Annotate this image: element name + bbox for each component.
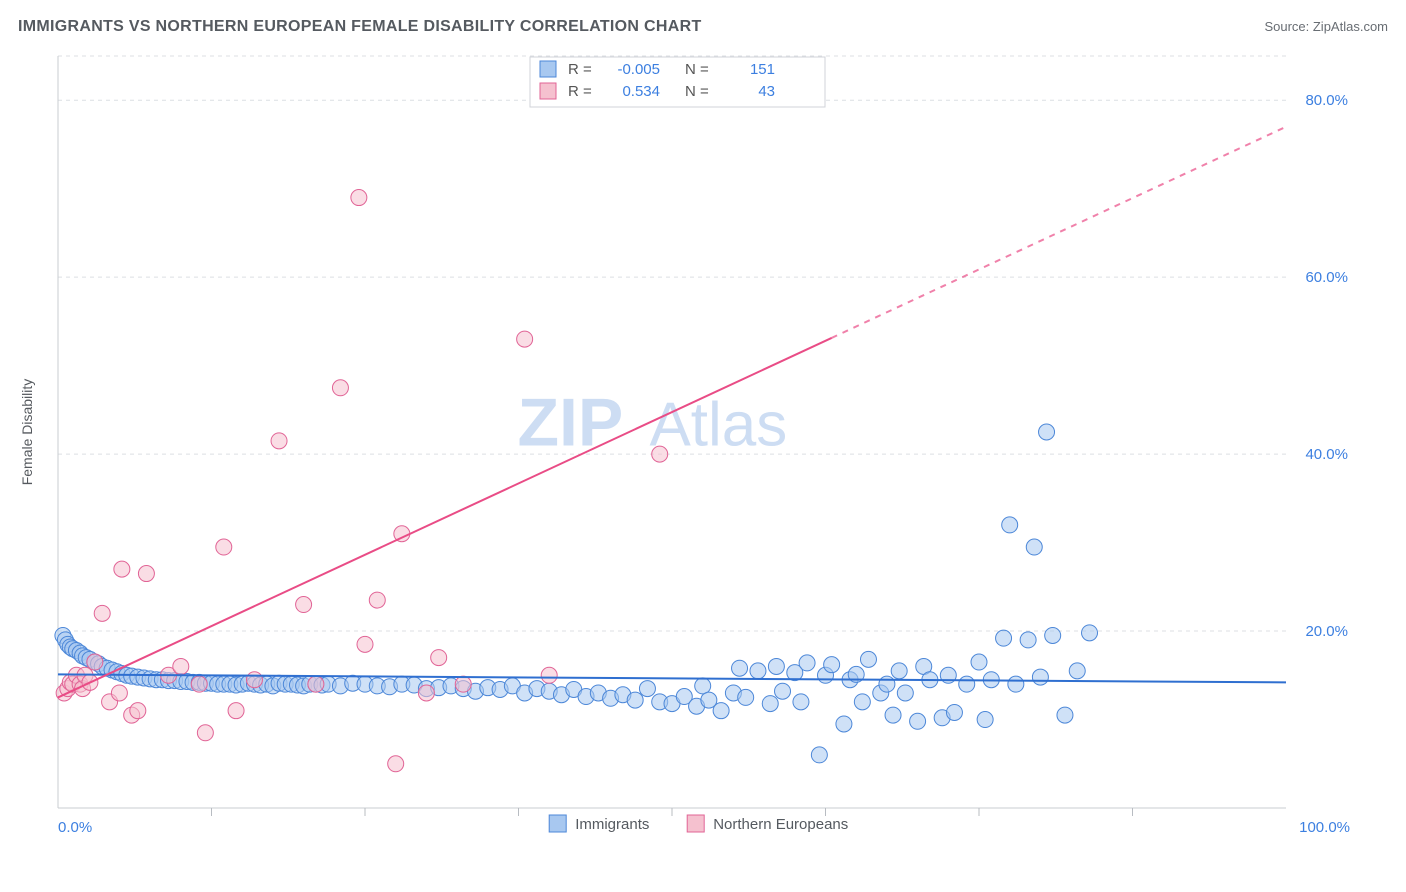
data-point bbox=[191, 676, 207, 692]
data-point bbox=[94, 605, 110, 621]
data-point bbox=[1032, 669, 1048, 685]
data-point bbox=[750, 663, 766, 679]
legend-series-label: Northern Europeans bbox=[713, 816, 848, 833]
series-legend: Immigrants Northern Europeans bbox=[549, 815, 848, 833]
legend-swatch bbox=[540, 61, 556, 77]
data-point bbox=[1020, 632, 1036, 648]
correlation-legend: R = -0.005 N = 151 R = 0.534 N = 43 bbox=[530, 57, 825, 107]
data-point bbox=[627, 692, 643, 708]
data-point bbox=[762, 696, 778, 712]
data-point bbox=[332, 380, 348, 396]
data-point bbox=[885, 707, 901, 723]
y-tick-label: 60.0% bbox=[1305, 269, 1348, 286]
data-point bbox=[388, 756, 404, 772]
data-point bbox=[1008, 676, 1024, 692]
data-point bbox=[1002, 517, 1018, 533]
data-point bbox=[228, 703, 244, 719]
legend-n-value: 151 bbox=[750, 61, 775, 78]
data-point bbox=[197, 725, 213, 741]
data-point bbox=[455, 676, 471, 692]
data-point bbox=[897, 685, 913, 701]
data-point bbox=[138, 566, 154, 582]
data-point bbox=[418, 685, 434, 701]
data-point bbox=[1082, 625, 1098, 641]
y-tick-label: 80.0% bbox=[1305, 92, 1348, 109]
legend-r-value: -0.005 bbox=[617, 61, 660, 78]
legend-r-label: R = bbox=[568, 61, 592, 78]
data-point bbox=[1045, 627, 1061, 643]
watermark-zip: ZIP bbox=[517, 384, 623, 460]
legend-r-label: R = bbox=[568, 83, 592, 100]
source-attribution: Source: ZipAtlas.com bbox=[1264, 19, 1388, 34]
data-point bbox=[1026, 539, 1042, 555]
data-point bbox=[114, 561, 130, 577]
data-point bbox=[824, 657, 840, 673]
data-point bbox=[1039, 424, 1055, 440]
data-point bbox=[308, 676, 324, 692]
data-point bbox=[271, 433, 287, 449]
data-point bbox=[738, 689, 754, 705]
data-point bbox=[87, 654, 103, 670]
data-point bbox=[891, 663, 907, 679]
legend-r-value: 0.534 bbox=[622, 83, 660, 100]
data-point bbox=[296, 597, 312, 613]
legend-swatch bbox=[540, 83, 556, 99]
legend-n-value: 43 bbox=[758, 83, 775, 100]
data-point bbox=[713, 703, 729, 719]
legend-swatch bbox=[687, 815, 704, 832]
data-point bbox=[971, 654, 987, 670]
data-point bbox=[652, 446, 668, 462]
chart-title: IMMIGRANTS VS NORTHERN EUROPEAN FEMALE D… bbox=[18, 18, 702, 36]
y-tick-label: 20.0% bbox=[1305, 623, 1348, 640]
data-point bbox=[246, 672, 262, 688]
data-point bbox=[431, 650, 447, 666]
trend-line bbox=[58, 338, 832, 698]
data-point bbox=[369, 592, 385, 608]
legend-n-label: N = bbox=[685, 61, 709, 78]
data-point bbox=[836, 716, 852, 732]
data-point bbox=[732, 660, 748, 676]
data-point bbox=[799, 655, 815, 671]
data-point bbox=[639, 681, 655, 697]
data-point bbox=[1057, 707, 1073, 723]
data-point bbox=[946, 704, 962, 720]
correlation-chart: 20.0%40.0%60.0%80.0%ZIPAtlas0.0%100.0%Fe… bbox=[50, 50, 1356, 842]
data-point bbox=[695, 678, 711, 694]
data-point bbox=[541, 667, 557, 683]
data-point bbox=[775, 683, 791, 699]
legend-swatch bbox=[549, 815, 566, 832]
header-bar: IMMIGRANTS VS NORTHERN EUROPEAN FEMALE D… bbox=[18, 18, 1388, 36]
data-point bbox=[854, 694, 870, 710]
x-tick-label: 0.0% bbox=[58, 819, 92, 836]
legend-series-label: Immigrants bbox=[575, 816, 649, 833]
data-point bbox=[910, 713, 926, 729]
data-point bbox=[768, 658, 784, 674]
data-point bbox=[517, 331, 533, 347]
legend-n-label: N = bbox=[685, 83, 709, 100]
data-point bbox=[793, 694, 809, 710]
y-axis-label: Female Disability bbox=[19, 379, 35, 486]
x-tick-label: 100.0% bbox=[1299, 819, 1350, 836]
data-point bbox=[959, 676, 975, 692]
data-point bbox=[977, 712, 993, 728]
data-point bbox=[996, 630, 1012, 646]
series-immigrants bbox=[55, 424, 1098, 763]
data-point bbox=[860, 651, 876, 667]
data-point bbox=[879, 676, 895, 692]
data-point bbox=[351, 190, 367, 206]
data-point bbox=[111, 685, 127, 701]
data-point bbox=[1069, 663, 1085, 679]
data-point bbox=[357, 636, 373, 652]
data-point bbox=[216, 539, 232, 555]
data-point bbox=[811, 747, 827, 763]
watermark-atlas: Atlas bbox=[649, 390, 787, 459]
trend-line-extrapolated bbox=[832, 127, 1286, 338]
y-tick-label: 40.0% bbox=[1305, 446, 1348, 463]
data-point bbox=[173, 658, 189, 674]
data-point bbox=[130, 703, 146, 719]
